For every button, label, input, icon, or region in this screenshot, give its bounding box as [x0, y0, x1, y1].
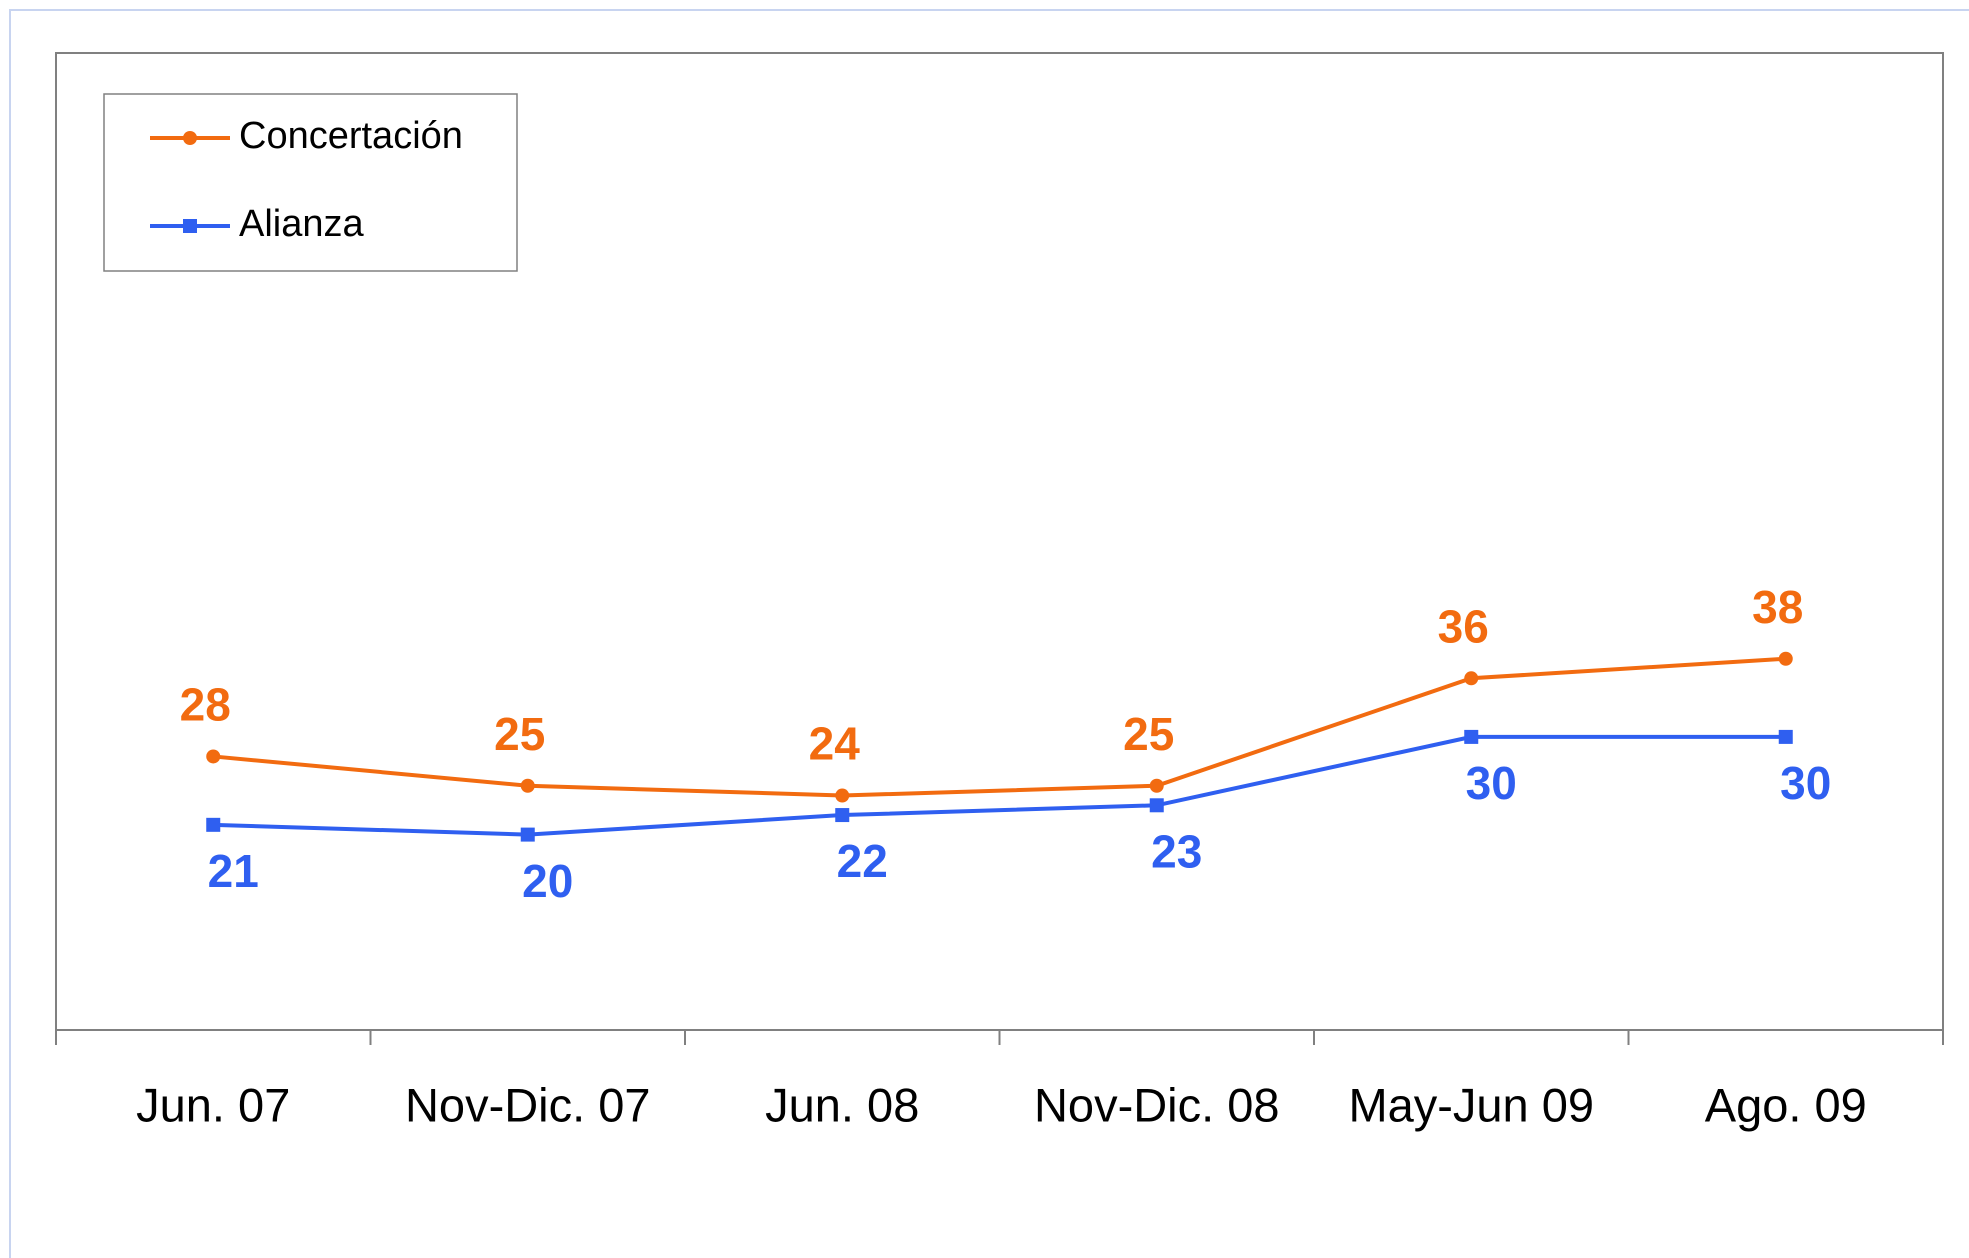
x-tick-label: Ago. 09 — [1705, 1078, 1867, 1131]
data-label: 30 — [1780, 757, 1831, 809]
x-tick-label: Jun. 07 — [136, 1078, 290, 1131]
series-line — [213, 656, 1786, 798]
data-label: 25 — [1123, 708, 1174, 760]
x-tick-label: Nov-Dic. 07 — [405, 1078, 651, 1131]
x-tick-label: Jun. 08 — [765, 1078, 919, 1131]
marker — [1464, 729, 1479, 744]
frame — [9, 9, 1969, 1258]
data-label: 21 — [208, 845, 259, 897]
marker — [835, 808, 850, 823]
x-tick-label: Nov-Dic. 08 — [1034, 1078, 1280, 1131]
marker — [520, 778, 535, 793]
data-label: 22 — [837, 835, 888, 887]
legend-label: Alianza — [239, 203, 364, 245]
data-label: 24 — [809, 718, 861, 770]
marker — [835, 788, 850, 803]
data-label: 20 — [522, 855, 573, 907]
legend-box — [103, 93, 518, 272]
data-label: 28 — [180, 679, 231, 731]
data-label: 23 — [1151, 825, 1202, 877]
data-label: 30 — [1466, 757, 1517, 809]
legend-marker — [183, 219, 197, 233]
x-tick-label: May-Jun 09 — [1348, 1078, 1594, 1131]
marker — [206, 817, 221, 832]
data-label: 36 — [1438, 600, 1489, 652]
marker — [1149, 798, 1164, 813]
marker — [1464, 671, 1479, 686]
marker — [1778, 729, 1793, 744]
data-label: 25 — [494, 708, 545, 760]
marker — [1778, 651, 1793, 666]
marker — [520, 827, 535, 842]
data-label: 38 — [1752, 581, 1803, 633]
legend-marker — [183, 131, 197, 145]
legend-label: Concertación — [239, 115, 463, 157]
marker — [1149, 778, 1164, 793]
series-line — [213, 734, 1786, 837]
marker — [206, 749, 221, 764]
